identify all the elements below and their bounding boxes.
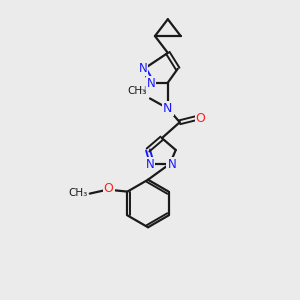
Text: O: O [196,112,206,125]
Text: N: N [147,77,155,90]
Text: N: N [146,158,154,171]
Text: N: N [139,62,147,75]
Text: CH₃: CH₃ [128,85,147,95]
Text: H: H [139,85,147,96]
Text: N: N [167,158,176,171]
Text: N: N [163,102,172,115]
Text: O: O [104,182,113,195]
Text: CH₃: CH₃ [68,188,88,198]
